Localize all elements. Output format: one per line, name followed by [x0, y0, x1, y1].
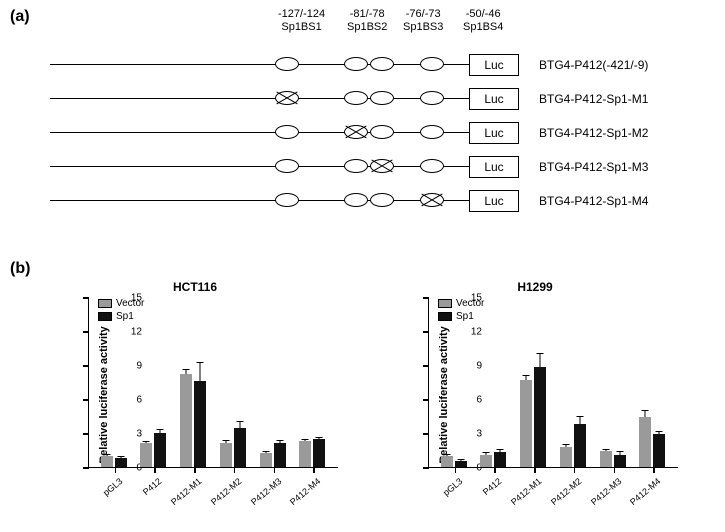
luc-box: Luc — [469, 88, 519, 110]
bar-chart: HCT116Relative luciferase activityVector… — [40, 280, 350, 510]
construct-name: BTG4-P412-Sp1-M3 — [539, 160, 648, 174]
construct-line — [50, 89, 470, 109]
binding-site — [344, 57, 368, 71]
bar-chart: H1299Relative luciferase activityVectorS… — [380, 280, 690, 510]
panel-a: -127/-124Sp1BS1 -81/-78Sp1BS2 -76/-73Sp1BS… — [50, 8, 670, 218]
luc-box: Luc — [469, 54, 519, 76]
bar — [534, 367, 546, 467]
x-tick-label: P412 — [124, 476, 164, 512]
x-tick-label: P412-M1 — [163, 476, 203, 512]
site-header: -76/-73Sp1BS3 — [403, 8, 443, 34]
luc-box: Luc — [469, 190, 519, 212]
plot-area — [428, 298, 678, 468]
binding-site — [420, 125, 444, 139]
binding-site — [370, 91, 394, 105]
bar — [313, 439, 325, 467]
luc-box: Luc — [469, 156, 519, 178]
x-tick-label: P412 — [464, 476, 504, 512]
bar — [234, 428, 246, 467]
binding-site — [344, 193, 368, 207]
bar — [220, 443, 232, 467]
bar — [101, 456, 113, 467]
construct-row: Luc BTG4-P412-Sp1-M3 — [50, 150, 670, 184]
binding-site — [275, 159, 299, 173]
bar — [154, 433, 166, 467]
construct-row: Luc BTG4-P412-Sp1-M1 — [50, 82, 670, 116]
bar — [639, 417, 651, 467]
bar — [260, 453, 272, 467]
construct-name: BTG4-P412-Sp1-M1 — [539, 92, 648, 106]
x-tick-label: pGL3 — [424, 476, 464, 512]
site-header: -50/-46Sp1BS4 — [463, 8, 503, 34]
x-tick-label: P412-M3 — [243, 476, 283, 512]
construct-name: BTG4-P412-Sp1-M2 — [539, 126, 648, 140]
binding-site — [344, 125, 368, 139]
bar — [274, 443, 286, 467]
bar — [600, 451, 612, 467]
bar — [653, 434, 665, 467]
binding-site — [275, 57, 299, 71]
binding-site — [275, 91, 299, 105]
construct-row: Luc BTG4-P412(-421/-9) — [50, 48, 670, 82]
bar — [299, 441, 311, 467]
construct-line — [50, 191, 470, 211]
construct-line — [50, 55, 470, 75]
binding-site — [275, 193, 299, 207]
bar — [520, 380, 532, 467]
bar — [455, 461, 467, 467]
construct-name: BTG4-P412-Sp1-M4 — [539, 194, 648, 208]
bar — [560, 447, 572, 467]
binding-site — [370, 57, 394, 71]
bar — [115, 458, 127, 467]
binding-site — [420, 57, 444, 71]
bar — [180, 374, 192, 467]
binding-site — [275, 125, 299, 139]
constructs: Luc BTG4-P412(-421/-9) Luc BTG4-P412-Sp1-M1… — [50, 48, 670, 218]
panel-b-label: (b) — [10, 260, 30, 278]
binding-site — [370, 159, 394, 173]
site-header: -81/-78Sp1BS2 — [347, 8, 387, 34]
x-tick-label: P412-M2 — [203, 476, 243, 512]
bar — [494, 452, 506, 467]
chart-title: HCT116 — [40, 280, 350, 294]
construct-row: Luc BTG4-P412-Sp1-M4 — [50, 184, 670, 218]
bar — [574, 424, 586, 467]
site-header: -127/-124Sp1BS1 — [278, 8, 325, 34]
plot-area — [88, 298, 338, 468]
panel-b: HCT116Relative luciferase activityVector… — [40, 280, 710, 510]
x-tick-label: P412-M1 — [503, 476, 543, 512]
bar — [140, 443, 152, 467]
x-tick-label: pGL3 — [84, 476, 124, 512]
binding-site — [420, 159, 444, 173]
binding-site — [420, 193, 444, 207]
bar — [480, 455, 492, 467]
bar — [614, 455, 626, 467]
binding-site — [420, 91, 444, 105]
x-tick-label: P412-M3 — [583, 476, 623, 512]
site-headers: -127/-124Sp1BS1 -81/-78Sp1BS2 -76/-73Sp1BS… — [125, 8, 670, 48]
x-tick-label: P412-M4 — [623, 476, 663, 512]
binding-site — [344, 91, 368, 105]
binding-site — [344, 159, 368, 173]
chart-title: H1299 — [380, 280, 690, 294]
construct-name: BTG4-P412(-421/-9) — [539, 58, 648, 72]
construct-line — [50, 157, 470, 177]
x-tick-label: P412-M4 — [283, 476, 323, 512]
binding-site — [370, 125, 394, 139]
bar — [194, 381, 206, 467]
construct-row: Luc BTG4-P412-Sp1-M2 — [50, 116, 670, 150]
binding-site — [370, 193, 394, 207]
bar — [441, 456, 453, 467]
x-tick-label: P412-M2 — [543, 476, 583, 512]
construct-line — [50, 123, 470, 143]
panel-a-label: (a) — [10, 8, 30, 26]
luc-box: Luc — [469, 122, 519, 144]
